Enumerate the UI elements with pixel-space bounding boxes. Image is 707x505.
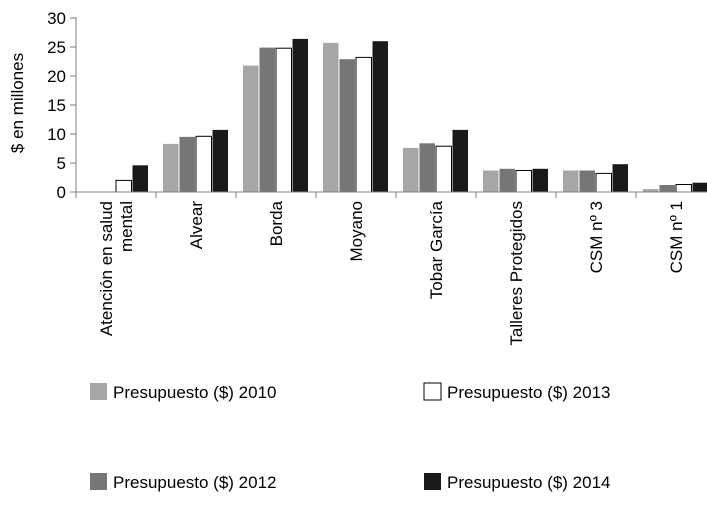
bar-3-5 xyxy=(435,145,452,193)
bar-3-8 xyxy=(675,184,692,193)
legend-swatch xyxy=(424,473,441,490)
bar-2-4 xyxy=(339,59,355,193)
y-tick-label: 30 xyxy=(47,9,66,28)
bar-2-2 xyxy=(179,136,195,192)
y-tick-label: 20 xyxy=(47,67,66,86)
legend-swatch xyxy=(90,383,107,400)
bar-2-8 xyxy=(659,185,675,192)
category-label: Tobar García xyxy=(427,200,446,299)
bar-4-6 xyxy=(532,168,548,192)
category-label: CSM nº 3 xyxy=(587,201,606,273)
bar-1-5 xyxy=(403,147,419,192)
bar-3-3 xyxy=(275,47,292,193)
bar-1-6 xyxy=(483,170,499,192)
legend: Presupuesto ($) 2010 Presupuesto ($) 2013… xyxy=(90,382,611,492)
legend-label: Presupuesto ($) 2010 xyxy=(113,383,277,402)
y-tick-label: 10 xyxy=(47,125,66,144)
bar-4-2 xyxy=(212,129,228,192)
bar-1-8 xyxy=(643,189,659,192)
y-tick-label: 5 xyxy=(57,154,66,173)
category-label: Alvear xyxy=(187,201,206,250)
bar-1-7 xyxy=(563,170,579,192)
bar-4-3 xyxy=(292,38,308,193)
bar-4-7 xyxy=(612,164,628,192)
bar-3-7 xyxy=(595,172,612,193)
category-label: Moyano xyxy=(347,201,366,261)
bar-4-1 xyxy=(132,165,148,192)
bar-3-1 xyxy=(115,179,132,193)
category-label: Borda xyxy=(267,200,286,246)
bars-group xyxy=(115,38,707,193)
bar-4-8 xyxy=(692,182,707,192)
bar-2-6 xyxy=(499,168,515,192)
bar-3-6 xyxy=(515,170,532,193)
category-label: Atención en saludmental xyxy=(97,201,136,336)
bar-3-4 xyxy=(355,56,372,193)
y-tick-label: 15 xyxy=(47,96,66,115)
legend-swatch xyxy=(423,382,442,401)
category-label: Talleres Protegidos xyxy=(507,201,526,346)
bar-1-4 xyxy=(323,42,339,193)
y-tick-label: 25 xyxy=(47,38,66,57)
bar-2-7 xyxy=(579,170,595,192)
legend-label: Presupuesto ($) 2012 xyxy=(113,473,277,492)
y-ticks-group: 0 5 10 15 20 25 30 xyxy=(47,9,76,202)
bar-2-3 xyxy=(259,47,275,192)
category-labels-group: Atención en saludmental Alvear Borda Moyano… xyxy=(97,200,686,345)
legend-label: Presupuesto ($) 2013 xyxy=(447,383,611,402)
legend-swatch xyxy=(90,473,107,490)
bar-4-4 xyxy=(372,41,388,193)
y-tick-label: 0 xyxy=(57,183,66,202)
bar-3-2 xyxy=(195,135,212,193)
bar-2-5 xyxy=(419,143,435,192)
bar-1-3 xyxy=(243,65,259,192)
category-label: CSM nº 1 xyxy=(667,201,686,273)
bar-1-2 xyxy=(163,143,179,192)
bar-4-5 xyxy=(452,129,468,192)
y-axis-label: $ en millones xyxy=(8,53,27,153)
legend-label: Presupuesto ($) 2014 xyxy=(447,473,611,492)
